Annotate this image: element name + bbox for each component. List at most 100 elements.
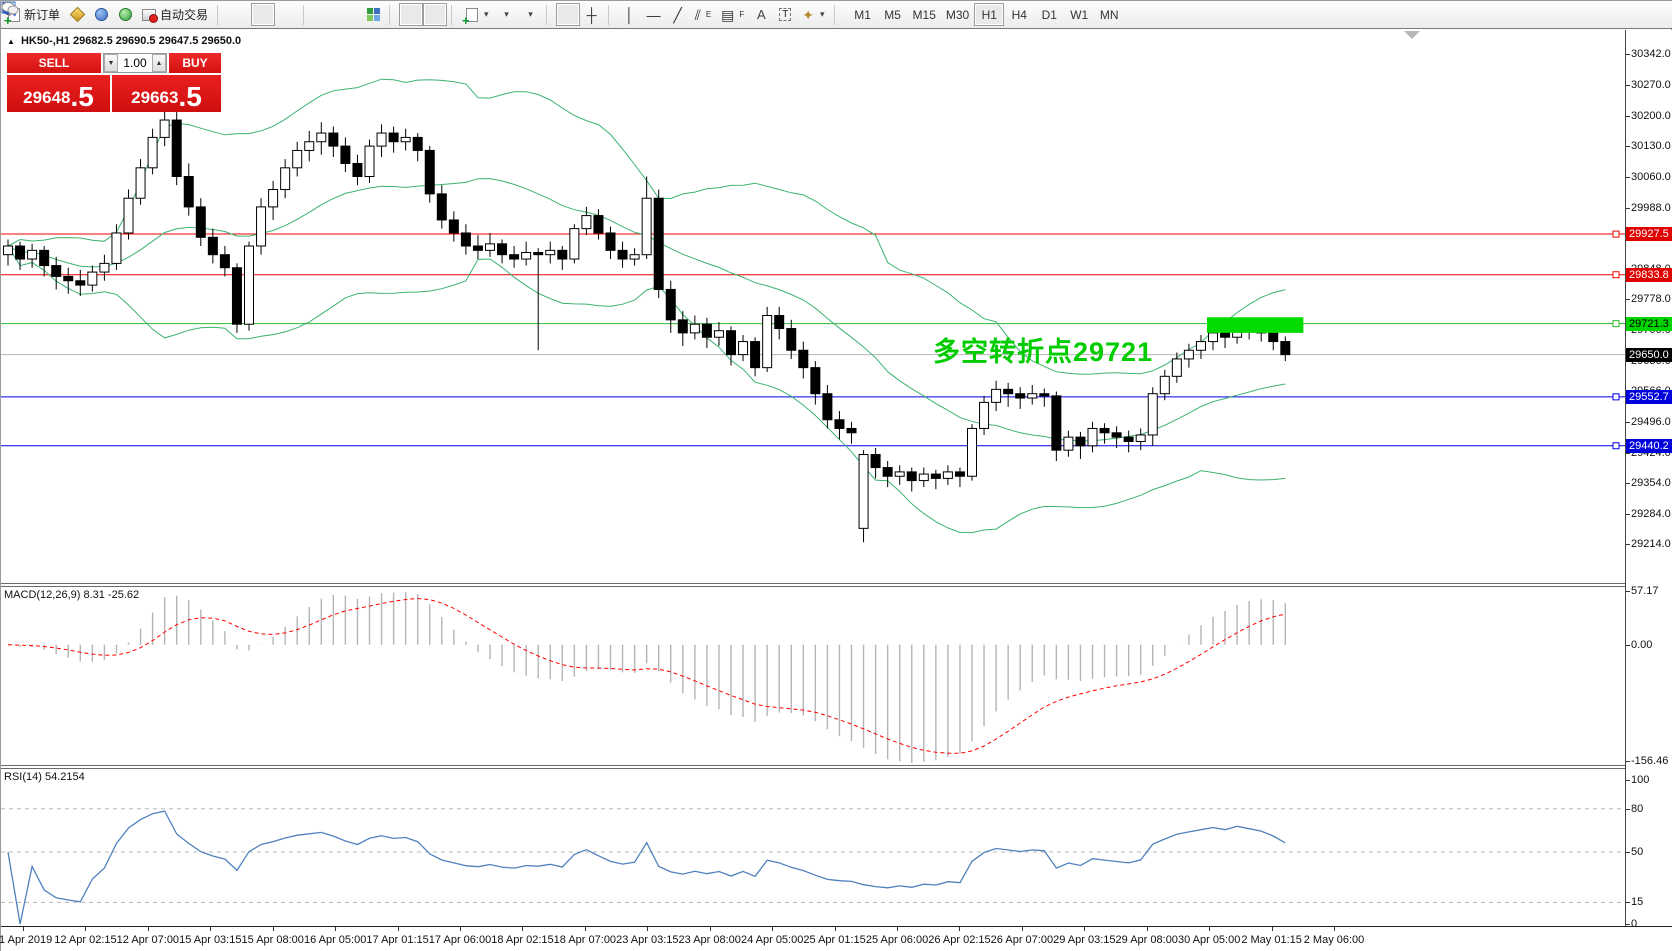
indicators-dropdown[interactable] (461, 3, 494, 26)
macd-axis-bottom: -156.46 (1631, 755, 1669, 767)
trendline-button[interactable]: ╱ (666, 3, 690, 26)
axis-tick (1626, 761, 1630, 762)
volume-stepper: ▼ ▲ (103, 53, 167, 73)
timeframe-button-m30[interactable]: M30 (941, 3, 974, 26)
cursor-button[interactable] (3, 2, 580, 26)
price-axis[interactable]: 30342.0 30270.0 30200.0 30130.0 30060.0 29988… (1625, 30, 1672, 930)
macd-label: MACD(12,26,9) 8.31 -25.62 (4, 589, 140, 601)
volume-input[interactable] (118, 54, 152, 72)
symbol-collapse-icon[interactable]: ▲ (7, 37, 15, 46)
axis-tick (1626, 452, 1630, 454)
text-tool-label: A (756, 7, 766, 22)
rsi-axis-label: 80 (1631, 802, 1644, 815)
rsi-axis-label: 0 (1631, 918, 1638, 930)
search-button[interactable] (2, 2, 1647, 26)
timeframe-button-w1[interactable]: W1 (1064, 3, 1094, 26)
signals-button[interactable] (113, 3, 137, 26)
timeframe-button-m5[interactable]: M5 (878, 3, 908, 26)
volume-increase-button[interactable]: ▲ (152, 54, 166, 72)
horizontal-line-button[interactable]: — (642, 3, 666, 26)
price-tick-label: 29778.0 (1631, 293, 1671, 305)
price-tick-label: 30130.0 (1631, 140, 1671, 153)
toolbar-separator (217, 4, 224, 25)
time-tick (210, 927, 212, 931)
level-price-label: 29833.8 (1626, 267, 1672, 282)
buy-price-box[interactable]: 29663 .5 (112, 75, 221, 112)
autotrading-icon (142, 8, 159, 23)
axis-tick (1626, 176, 1630, 178)
candlestick-chart-button[interactable] (2, 2, 276, 26)
timeframe-button-h1[interactable]: H1 (974, 3, 1005, 26)
time-label: 17 Apr 01:15 (366, 934, 429, 946)
fibonacci-button[interactable]: ▤ F (716, 3, 749, 26)
level-price-label: 29440.2 (1626, 438, 1672, 453)
time-label: 30 Apr 05:00 (1177, 934, 1241, 946)
templates-dropdown[interactable] (1, 1, 542, 26)
time-tick (23, 927, 24, 931)
chat-icon (1, 2, 19, 16)
price-tick-label: 29214.0 (1631, 538, 1671, 550)
timeframe-button-m15[interactable]: M15 (908, 3, 941, 26)
crosshair-icon: ┼ (586, 6, 597, 23)
sell-price-box[interactable]: 29648 .5 (7, 75, 110, 112)
channel-button[interactable]: ⫽ E (690, 3, 717, 26)
toolbar-separator (451, 4, 458, 25)
sell-button[interactable]: SELL (7, 53, 101, 73)
time-tick (335, 927, 337, 931)
time-label: 29 Apr 03:15 (1053, 934, 1116, 946)
axis-tick (1626, 902, 1630, 904)
zoom-out-button[interactable] (2, 2, 361, 26)
periods-dropdown[interactable] (1, 1, 518, 26)
charts-button[interactable] (65, 3, 89, 26)
chart-shift-marker-icon[interactable] (1404, 31, 1420, 39)
rsi-pane[interactable]: RSI(14) 54.2154 (1, 769, 1625, 926)
label-tool-label: T (779, 8, 792, 21)
time-label: 25 Apr 01:15 (803, 934, 866, 946)
axis-tick (1626, 299, 1630, 300)
zoom-in-button[interactable] (2, 2, 337, 26)
main-chart-pane[interactable]: ▲ HK50-,H1 29682.5 29690.5 29647.5 29650… (1, 30, 1625, 586)
rsi-label: RSI(14) 54.2154 (4, 771, 85, 783)
bar-chart-button[interactable] (2, 2, 251, 26)
time-label: 2 May 06:00 (1303, 934, 1365, 946)
time-label: 16 Apr 05:00 (303, 934, 367, 946)
channel-icon: ⫽ (694, 6, 701, 23)
time-tick (1209, 927, 1211, 931)
timeframe-button-m1[interactable]: M1 (848, 3, 878, 26)
shapes-dropdown[interactable]: ✦ (797, 3, 829, 26)
vertical-line-icon: │ (625, 6, 634, 23)
volume-decrease-button[interactable]: ▼ (104, 54, 118, 72)
vertical-line-button[interactable]: │ (618, 3, 642, 26)
macd-pane[interactable]: MACD(12,26,9) 8.31 -25.62 (1, 587, 1625, 767)
pane-separator[interactable] (1, 765, 1672, 769)
toolbar: 新订单 自动交易 (1, 1, 1672, 29)
timeframe-button-h4[interactable]: H4 (1004, 3, 1034, 26)
time-label: 12 Apr 02:15 (54, 934, 117, 946)
market-watch-button[interactable] (89, 3, 113, 26)
timeframe-button-d1[interactable]: D1 (1034, 3, 1064, 26)
price-tick-label: 30342.0 (1631, 48, 1671, 60)
buy-button[interactable]: BUY (169, 53, 221, 73)
time-tick (272, 927, 274, 931)
pane-separator[interactable] (1, 583, 1672, 587)
one-click-trade-panel: SELL ▼ ▲ BUY 29648 .5 29663 .5 (7, 53, 221, 112)
chat-button[interactable] (1, 2, 1671, 26)
tile-windows-button[interactable] (361, 3, 385, 26)
buy-price-frac: .5 (178, 81, 202, 112)
price-tick-label: 29496.0 (1631, 415, 1671, 428)
timeframe-button-mn[interactable]: MN (1094, 3, 1124, 26)
chart-symbol: HK50-,H1 (20, 35, 70, 47)
line-chart-button[interactable] (1, 2, 299, 26)
time-tick (522, 927, 524, 931)
label-button[interactable]: T (773, 3, 797, 26)
time-label: 24 Apr 05:00 (740, 934, 804, 946)
auto-scroll-button[interactable] (2, 2, 424, 26)
chart-shift-button[interactable] (2, 2, 448, 26)
crosshair-button[interactable]: ┼ (580, 3, 604, 26)
text-button[interactable]: A (749, 3, 773, 26)
time-tick (834, 927, 836, 931)
autotrading-button[interactable]: 自动交易 (137, 3, 213, 26)
axis-tick (1626, 54, 1630, 55)
